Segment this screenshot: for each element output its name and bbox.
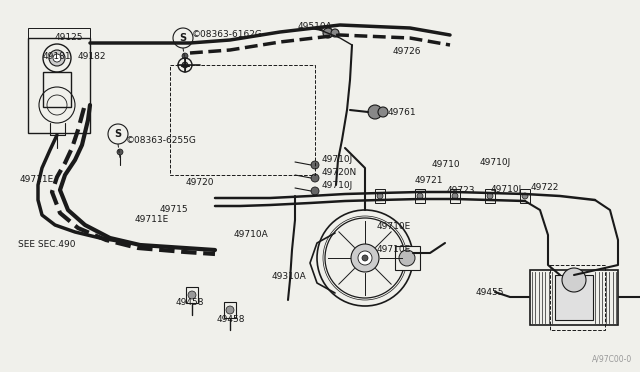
Text: ©08363-6162G: ©08363-6162G bbox=[192, 30, 263, 39]
Bar bbox=[28, 28, 90, 38]
Text: 49181: 49181 bbox=[43, 52, 72, 61]
Bar bbox=[43, 72, 71, 107]
Circle shape bbox=[53, 54, 61, 62]
Circle shape bbox=[188, 291, 196, 299]
Text: 49458: 49458 bbox=[176, 298, 205, 307]
Text: SEE SEC.490: SEE SEC.490 bbox=[18, 240, 76, 249]
Circle shape bbox=[562, 268, 586, 292]
Circle shape bbox=[317, 210, 413, 306]
Circle shape bbox=[331, 29, 339, 37]
Text: 49455: 49455 bbox=[476, 288, 504, 297]
Bar bbox=[186, 287, 198, 303]
Circle shape bbox=[182, 62, 188, 68]
Text: 49710J: 49710J bbox=[480, 158, 511, 167]
Text: 49720: 49720 bbox=[186, 178, 214, 187]
Text: A/97C00-0: A/97C00-0 bbox=[592, 355, 632, 364]
Bar bbox=[415, 189, 425, 203]
Text: 49711E: 49711E bbox=[135, 215, 169, 224]
Circle shape bbox=[311, 174, 319, 182]
Circle shape bbox=[368, 105, 382, 119]
Circle shape bbox=[323, 28, 333, 38]
Text: 49710E: 49710E bbox=[377, 222, 412, 231]
Circle shape bbox=[311, 187, 319, 195]
Circle shape bbox=[399, 250, 415, 266]
Text: 49710J: 49710J bbox=[322, 155, 353, 164]
Text: 49182: 49182 bbox=[78, 52, 106, 61]
Circle shape bbox=[117, 149, 123, 155]
Text: 49125: 49125 bbox=[55, 33, 83, 42]
Circle shape bbox=[49, 50, 65, 66]
Circle shape bbox=[452, 193, 458, 199]
Text: S: S bbox=[179, 33, 187, 43]
Text: 49710E: 49710E bbox=[377, 245, 412, 254]
Text: ©08363-6255G: ©08363-6255G bbox=[126, 136, 197, 145]
Circle shape bbox=[43, 44, 71, 72]
Bar bbox=[170, 65, 315, 175]
Circle shape bbox=[351, 244, 379, 272]
Circle shape bbox=[377, 193, 383, 199]
Text: 49710A: 49710A bbox=[234, 230, 269, 239]
Circle shape bbox=[522, 193, 528, 199]
Text: 49726: 49726 bbox=[393, 47, 422, 56]
Circle shape bbox=[182, 53, 188, 59]
Text: 49761: 49761 bbox=[388, 108, 417, 117]
Bar bbox=[530, 270, 618, 325]
Text: 49710: 49710 bbox=[432, 160, 461, 169]
Text: 49720N: 49720N bbox=[322, 168, 357, 177]
Bar bbox=[395, 246, 420, 270]
Circle shape bbox=[226, 306, 234, 314]
Text: 49710J: 49710J bbox=[491, 185, 522, 194]
Circle shape bbox=[362, 255, 368, 261]
Text: 49711E: 49711E bbox=[20, 175, 54, 184]
Circle shape bbox=[358, 251, 372, 265]
Text: 49458: 49458 bbox=[217, 315, 246, 324]
Bar bbox=[485, 189, 495, 203]
Text: 49710J: 49710J bbox=[322, 181, 353, 190]
Circle shape bbox=[378, 107, 388, 117]
Bar bbox=[450, 189, 460, 203]
Bar bbox=[224, 302, 236, 318]
Bar bbox=[28, 38, 90, 133]
Bar bbox=[555, 275, 593, 320]
Circle shape bbox=[487, 193, 493, 199]
Text: 49510A: 49510A bbox=[298, 22, 333, 31]
Text: 49721: 49721 bbox=[415, 176, 444, 185]
Bar bbox=[550, 265, 605, 330]
Bar bbox=[375, 189, 385, 203]
Bar bbox=[520, 189, 530, 203]
Text: 49715: 49715 bbox=[160, 205, 189, 214]
Text: 49310A: 49310A bbox=[272, 272, 307, 281]
Text: S: S bbox=[115, 129, 122, 139]
Text: 49722: 49722 bbox=[531, 183, 559, 192]
Circle shape bbox=[417, 193, 423, 199]
Circle shape bbox=[311, 161, 319, 169]
Text: 49723: 49723 bbox=[447, 186, 476, 195]
